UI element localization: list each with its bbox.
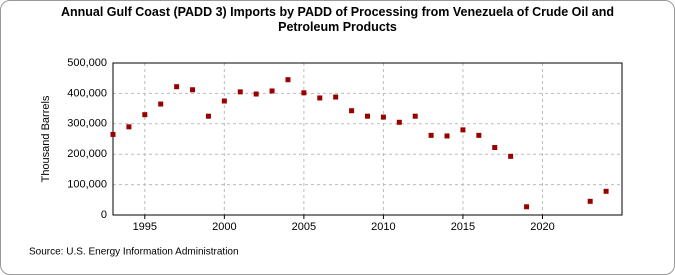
data-point bbox=[301, 90, 307, 96]
data-point bbox=[428, 132, 434, 138]
plot-border bbox=[112, 62, 623, 216]
data-point bbox=[380, 114, 386, 120]
data-point bbox=[412, 113, 418, 119]
data-point bbox=[349, 108, 355, 114]
y-tick-label: 0 bbox=[101, 209, 107, 221]
data-point bbox=[603, 188, 609, 194]
data-point bbox=[476, 132, 482, 138]
data-point bbox=[253, 91, 259, 97]
data-point bbox=[174, 84, 180, 90]
y-tick-label: 500,000 bbox=[67, 57, 107, 69]
data-point bbox=[524, 204, 530, 210]
y-tick-label: 300,000 bbox=[67, 118, 107, 130]
y-axis-label: Thousand Barrels bbox=[40, 95, 52, 182]
data-point bbox=[221, 98, 227, 104]
plot-area bbox=[113, 63, 622, 215]
data-point bbox=[317, 95, 323, 101]
y-tick-label: 200,000 bbox=[67, 148, 107, 160]
data-point bbox=[126, 124, 132, 130]
data-point bbox=[365, 113, 370, 119]
source-note: Source: U.S. Energy Information Administ… bbox=[29, 247, 239, 258]
data-point bbox=[396, 119, 402, 125]
y-tick-label: 100,000 bbox=[67, 179, 107, 191]
y-tick-label: 400,000 bbox=[67, 87, 107, 99]
x-tick-label: 1995 bbox=[133, 221, 157, 233]
data-point bbox=[492, 145, 498, 151]
x-tick-label: 2005 bbox=[292, 221, 316, 233]
x-tick-label: 2015 bbox=[451, 221, 475, 233]
x-tick-label: 2000 bbox=[212, 221, 236, 233]
data-point bbox=[142, 112, 148, 118]
x-tick-label: 2020 bbox=[530, 221, 554, 233]
data-point bbox=[460, 127, 466, 133]
data-point bbox=[444, 133, 450, 139]
chart-title: Annual Gulf Coast (PADD 3) Imports by PA… bbox=[60, 5, 615, 34]
data-point bbox=[237, 89, 243, 95]
data-point bbox=[333, 94, 339, 100]
data-point bbox=[269, 88, 275, 94]
x-tick-label: 2010 bbox=[371, 221, 395, 233]
data-point bbox=[508, 153, 514, 159]
data-point bbox=[587, 198, 593, 204]
data-point bbox=[158, 101, 164, 107]
data-point bbox=[110, 131, 116, 137]
data-point bbox=[285, 77, 291, 83]
data-point bbox=[190, 87, 196, 93]
data-point bbox=[205, 113, 211, 119]
